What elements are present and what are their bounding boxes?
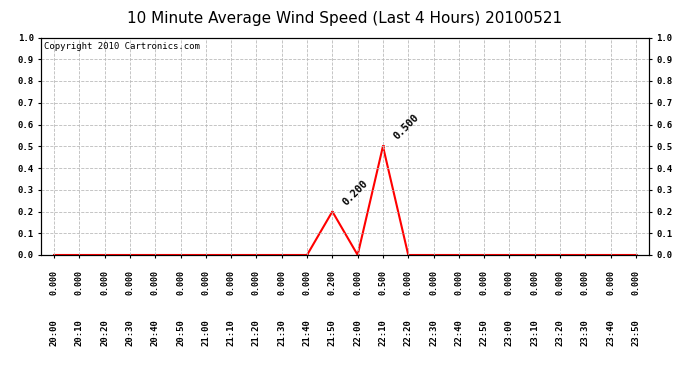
Text: 0.000: 0.000	[404, 270, 413, 295]
Text: 20:50: 20:50	[176, 319, 185, 346]
Text: 0.000: 0.000	[50, 270, 59, 295]
Text: 21:10: 21:10	[226, 319, 236, 346]
Text: 0.000: 0.000	[353, 270, 362, 295]
Text: 0.000: 0.000	[302, 270, 312, 295]
Text: 22:50: 22:50	[480, 319, 489, 346]
Text: 20:10: 20:10	[75, 319, 84, 346]
Text: 20:40: 20:40	[150, 319, 160, 346]
Text: 23:40: 23:40	[606, 319, 615, 346]
Text: 0.500: 0.500	[392, 112, 421, 142]
Text: 20:20: 20:20	[100, 319, 109, 346]
Text: 22:20: 22:20	[404, 319, 413, 346]
Text: 22:00: 22:00	[353, 319, 362, 346]
Text: 0.000: 0.000	[631, 270, 640, 295]
Text: 21:30: 21:30	[277, 319, 286, 346]
Text: 0.000: 0.000	[454, 270, 464, 295]
Text: 21:20: 21:20	[252, 319, 261, 346]
Text: 21:50: 21:50	[328, 319, 337, 346]
Text: 0.000: 0.000	[126, 270, 135, 295]
Text: 0.000: 0.000	[201, 270, 210, 295]
Text: 0.200: 0.200	[328, 270, 337, 295]
Text: 23:10: 23:10	[530, 319, 540, 346]
Text: 0.000: 0.000	[150, 270, 160, 295]
Text: 22:30: 22:30	[429, 319, 438, 346]
Text: 23:00: 23:00	[505, 319, 514, 346]
Text: 0.000: 0.000	[277, 270, 286, 295]
Text: 0.000: 0.000	[480, 270, 489, 295]
Text: 0.000: 0.000	[75, 270, 84, 295]
Text: 0.000: 0.000	[505, 270, 514, 295]
Text: 0.000: 0.000	[252, 270, 261, 295]
Text: 20:00: 20:00	[50, 319, 59, 346]
Text: 0.000: 0.000	[581, 270, 590, 295]
Text: 0.000: 0.000	[176, 270, 185, 295]
Text: 20:30: 20:30	[126, 319, 135, 346]
Text: 0.000: 0.000	[429, 270, 438, 295]
Text: 21:40: 21:40	[302, 319, 312, 346]
Text: 22:40: 22:40	[454, 319, 464, 346]
Text: 23:50: 23:50	[631, 319, 640, 346]
Text: 10 Minute Average Wind Speed (Last 4 Hours) 20100521: 10 Minute Average Wind Speed (Last 4 Hou…	[128, 11, 562, 26]
Text: 23:20: 23:20	[555, 319, 564, 346]
Text: 23:30: 23:30	[581, 319, 590, 346]
Text: 0.500: 0.500	[378, 270, 388, 295]
Text: 0.000: 0.000	[226, 270, 236, 295]
Text: Copyright 2010 Cartronics.com: Copyright 2010 Cartronics.com	[44, 42, 200, 51]
Text: 22:10: 22:10	[378, 319, 388, 346]
Text: 0.000: 0.000	[606, 270, 615, 295]
Text: 0.200: 0.200	[341, 178, 371, 207]
Text: 0.000: 0.000	[530, 270, 540, 295]
Text: 21:00: 21:00	[201, 319, 210, 346]
Text: 0.000: 0.000	[100, 270, 109, 295]
Text: 0.000: 0.000	[555, 270, 564, 295]
